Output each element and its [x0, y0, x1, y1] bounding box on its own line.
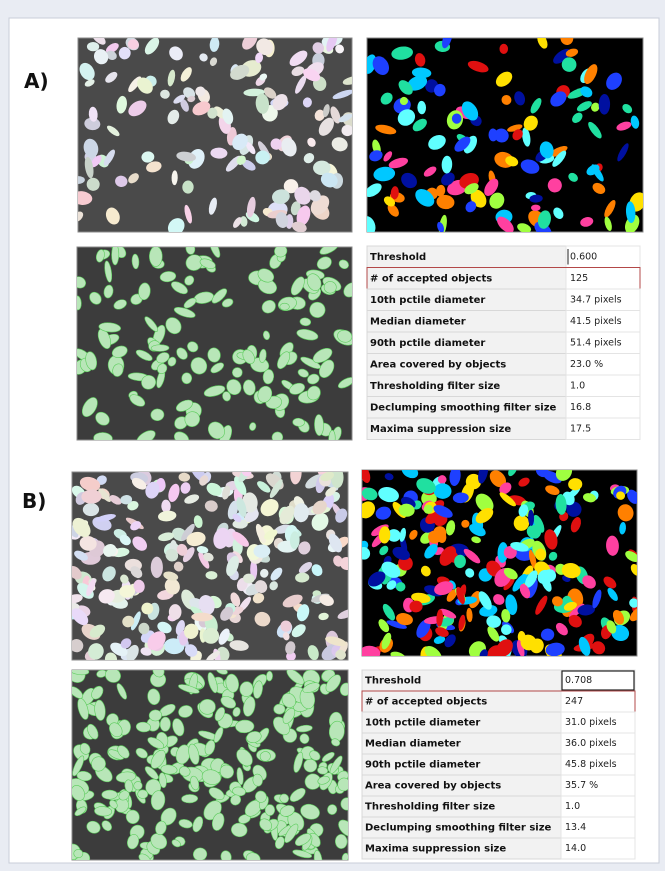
- row-value: 0.600: [570, 251, 597, 262]
- row-value: 23.0 %: [570, 359, 603, 370]
- micrograph: [61, 663, 358, 870]
- row-value: 17.5: [570, 423, 591, 434]
- cell: [73, 849, 83, 858]
- row-label: Median diameter: [365, 739, 461, 750]
- cell: [266, 671, 273, 681]
- cell: [274, 704, 286, 714]
- cell: [151, 557, 163, 578]
- row-value: 125: [570, 273, 588, 284]
- panel-label: B): [22, 489, 46, 513]
- row-label: Thresholding filter size: [370, 381, 500, 392]
- cell: [149, 246, 162, 266]
- row-value: 247: [565, 696, 583, 707]
- row-label: Declumping smoothing filter size: [365, 823, 552, 834]
- row-value: 1.0: [570, 380, 585, 391]
- cell: [151, 345, 169, 352]
- row-label: 10th pctile diameter: [370, 295, 485, 306]
- row-label: # of accepted objects: [365, 697, 487, 708]
- cell: [280, 303, 290, 310]
- row-value: 34.7 pixels: [570, 294, 622, 305]
- row-value: 36.0 pixels: [565, 738, 617, 749]
- micrograph: [64, 461, 357, 667]
- row-label: Area covered by objects: [365, 781, 501, 792]
- row-value: 51.4 pixels: [570, 337, 622, 348]
- row-value: 31.0 pixels: [565, 717, 617, 728]
- row-label: Threshold: [370, 252, 426, 263]
- row-label: 10th pctile diameter: [365, 718, 480, 729]
- row-label: Maxima suppression size: [370, 424, 511, 435]
- row-label: # of accepted objects: [370, 273, 492, 284]
- cell: [199, 699, 215, 714]
- cell: [102, 790, 118, 799]
- micrograph: [71, 30, 362, 239]
- row-value: 16.8: [570, 402, 591, 413]
- row-value: 45.8 pixels: [565, 759, 617, 770]
- row-label: 90th pctile diameter: [365, 760, 480, 771]
- row-label: Maxima suppression size: [365, 844, 506, 855]
- panel-label: A): [24, 69, 49, 93]
- cell: [531, 205, 541, 211]
- row-label: Thresholding filter size: [365, 802, 495, 813]
- cell: [83, 503, 99, 516]
- row-label: 90th pctile diameter: [370, 338, 485, 349]
- cell: [181, 794, 197, 803]
- micrograph: [359, 28, 649, 240]
- micrograph: [70, 239, 361, 448]
- row-value: 14.0: [565, 843, 586, 854]
- row-label: Threshold: [365, 676, 421, 687]
- figure: A) Threshold 0.600 # of accepted objects 125…: [0, 0, 665, 871]
- cell: [138, 790, 148, 799]
- row-value: 13.4: [565, 822, 586, 833]
- row-label: Median diameter: [370, 316, 466, 327]
- cell: [111, 244, 119, 265]
- row-value: 0.708: [565, 675, 592, 686]
- row-value: 41.5 pixels: [570, 316, 622, 327]
- micrograph: [354, 461, 646, 665]
- row-value: 35.7 %: [565, 780, 598, 791]
- row-value: 1.0: [565, 801, 580, 812]
- cell: [499, 44, 508, 54]
- cell: [235, 720, 254, 733]
- row-label: Declumping smoothing filter size: [370, 402, 557, 413]
- cell: [182, 373, 192, 384]
- row-label: Area covered by objects: [370, 359, 506, 370]
- cell: [335, 834, 347, 849]
